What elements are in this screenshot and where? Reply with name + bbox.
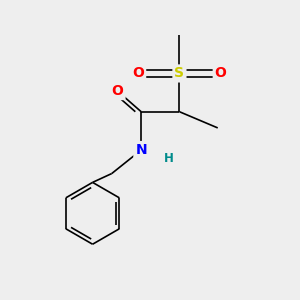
Text: O: O xyxy=(215,66,226,80)
Text: H: H xyxy=(164,152,174,165)
Text: S: S xyxy=(174,66,184,80)
Text: O: O xyxy=(132,66,144,80)
Text: O: O xyxy=(112,84,124,98)
Text: N: N xyxy=(135,143,147,157)
